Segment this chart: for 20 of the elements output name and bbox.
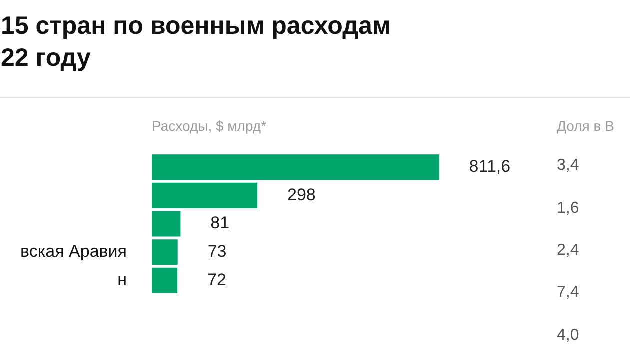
bar	[152, 239, 178, 265]
x-axis-title: Расходы, $ млрд*	[152, 118, 267, 134]
text: 4,0	[557, 326, 580, 345]
bar	[152, 182, 258, 208]
bar	[152, 268, 178, 294]
text: 7,4	[557, 284, 580, 302]
bar	[152, 154, 440, 180]
y-tick-label: вская Аравия	[20, 242, 127, 261]
text: Доля в В	[557, 118, 614, 134]
y-tick-label: н	[118, 270, 127, 290]
chart-title: 15 стран по военным расходам 22 году	[1, 11, 391, 74]
data-label: 811,6	[469, 156, 511, 176]
text: 1,6	[557, 200, 580, 218]
text: 3,4	[557, 157, 580, 176]
text: 2,4	[557, 242, 580, 260]
data-label: 81	[210, 214, 230, 233]
bar	[152, 211, 181, 237]
data-label: 298	[287, 185, 316, 204]
data-label: 72	[207, 270, 226, 290]
data-label: 73	[208, 242, 227, 261]
